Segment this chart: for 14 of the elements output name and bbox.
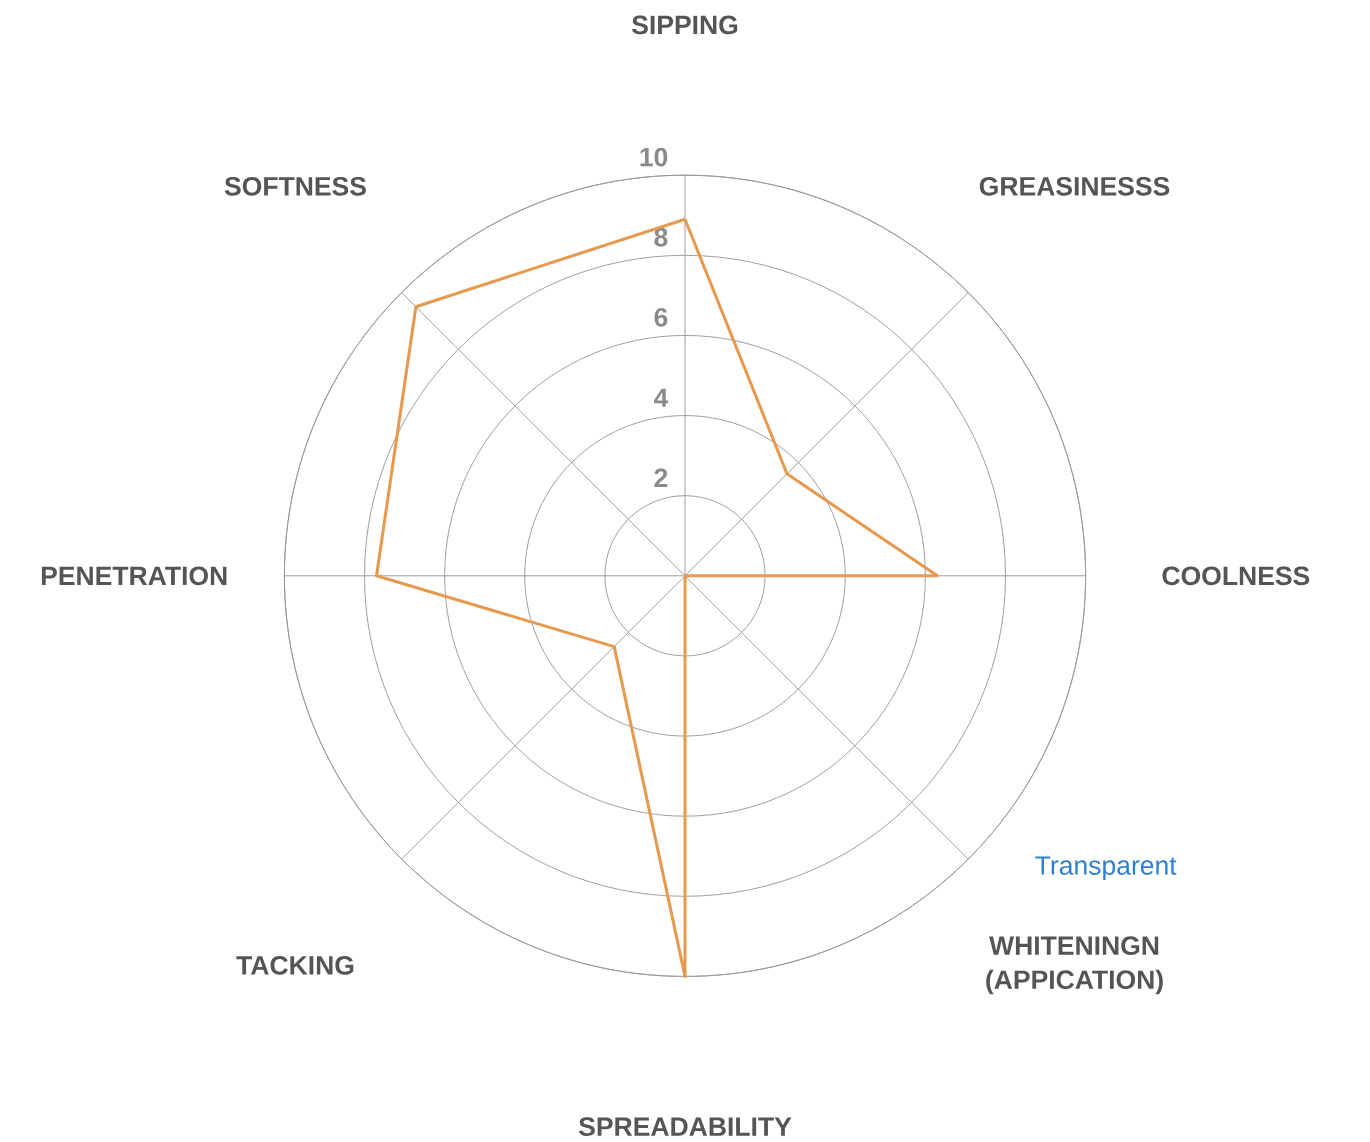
text: Transparent [1035, 856, 1177, 880]
spoke-label: SIPPING [631, 15, 738, 35]
spoke-label: COOLNESS [1162, 566, 1310, 586]
y-tick-label: 6 [654, 307, 668, 327]
y-tick-label: 10 [640, 147, 668, 167]
spoke-label: SOFTNESS [224, 176, 366, 196]
spoke-label: WHITENINGN (APPICATION) [986, 936, 1163, 995]
y-tick-label: 8 [654, 227, 668, 247]
y-tick-label: 4 [653, 388, 669, 407]
y-tick-label: 2 [654, 468, 668, 487]
spoke-label: PENETRATION [41, 566, 227, 586]
spoke-label: TACKING [236, 955, 354, 975]
spoke-label: SPREADABILITY [578, 1117, 792, 1136]
spoke-label: GREASINESSS [979, 176, 1170, 196]
